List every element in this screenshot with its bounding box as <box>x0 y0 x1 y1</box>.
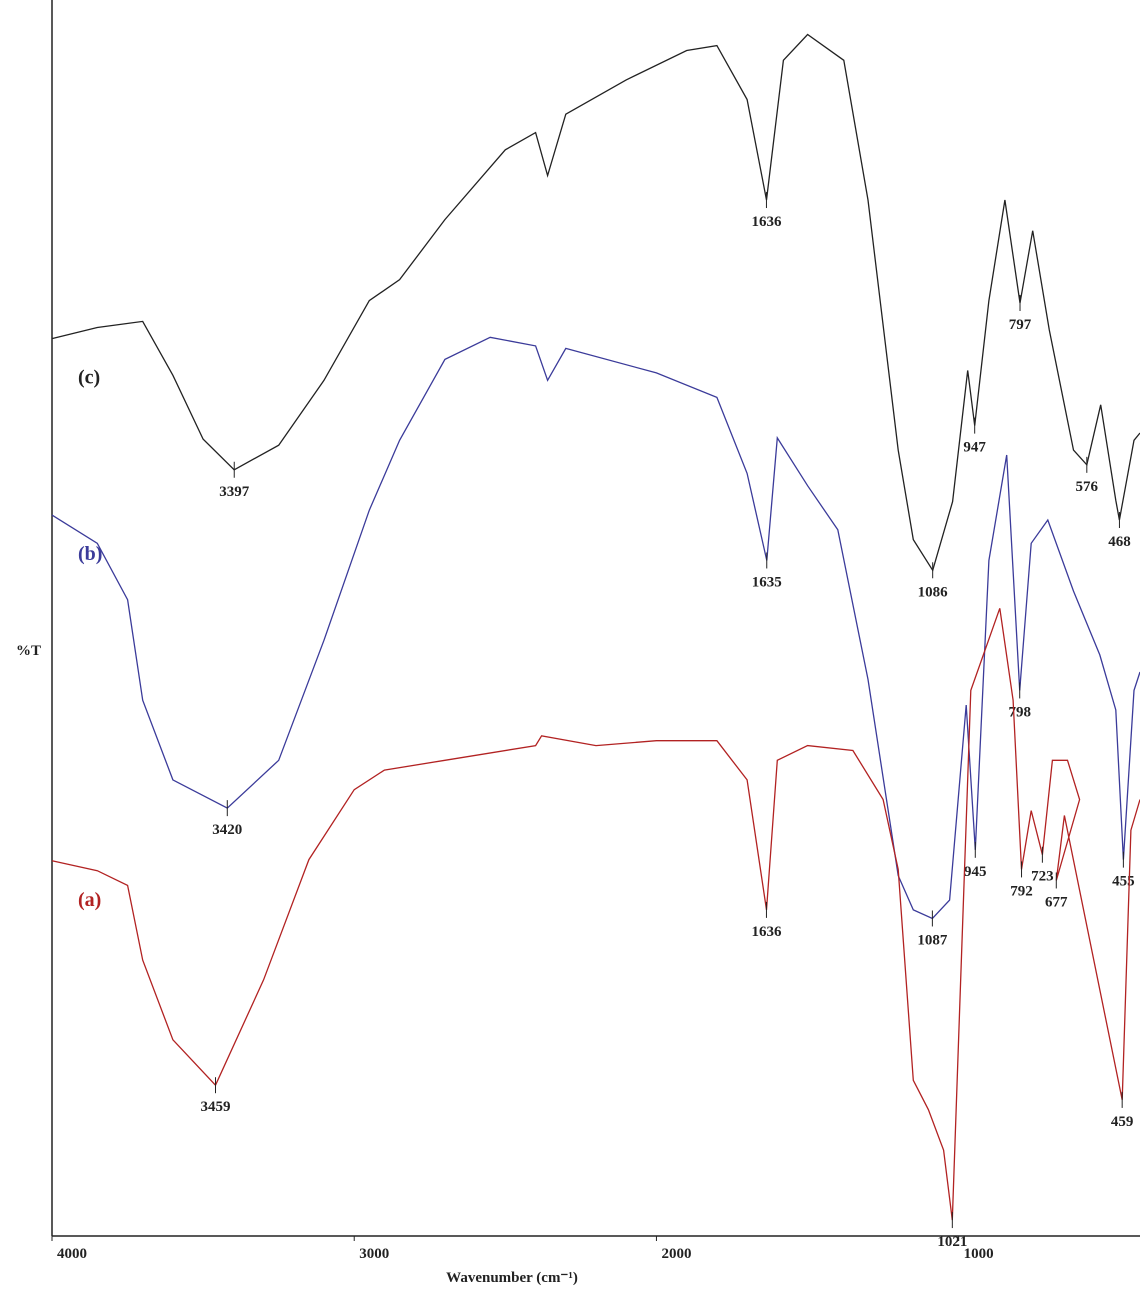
x-tick-label: 2000 <box>661 1246 691 1262</box>
peak-label: 1636 <box>751 924 782 940</box>
peak-label: 798 <box>1008 704 1031 720</box>
x-tick-label: 1000 <box>964 1246 994 1262</box>
peak-label: 455 <box>1112 874 1135 890</box>
series-label: (a) <box>78 889 101 911</box>
x-tick-label: 3000 <box>359 1246 389 1262</box>
x-tick-label: 4000 <box>57 1246 87 1262</box>
peak-label: 947 <box>963 440 986 456</box>
spectrum-line <box>51 33 1140 572</box>
peak-label: 792 <box>1010 883 1033 899</box>
peak-label: 3459 <box>201 1099 231 1115</box>
peak-label: 3420 <box>212 822 242 838</box>
peak-label: 1086 <box>918 584 949 600</box>
peak-label: 1021 <box>937 1234 967 1250</box>
peak-label: 1635 <box>752 574 782 590</box>
peak-label: 945 <box>964 864 987 880</box>
peak-label: 1087 <box>917 932 948 948</box>
peak-label: 468 <box>1108 534 1131 550</box>
peak-label: 677 <box>1045 894 1068 910</box>
peak-label: 3397 <box>219 484 250 500</box>
series-label: (c) <box>78 367 100 389</box>
y-axis-label: %T <box>16 643 41 659</box>
peak-label: 1636 <box>751 214 782 230</box>
x-axis-label: Wavenumber (cm⁻¹) <box>446 1270 578 1286</box>
spectrum-line <box>51 608 1140 1221</box>
peak-label: 576 <box>1076 479 1099 495</box>
spectrum-line <box>51 336 1140 920</box>
series-label: (b) <box>78 543 102 565</box>
peak-label: 797 <box>1009 317 1032 333</box>
peak-label: 459 <box>1111 1114 1134 1130</box>
peak-label: 723 <box>1031 869 1054 885</box>
